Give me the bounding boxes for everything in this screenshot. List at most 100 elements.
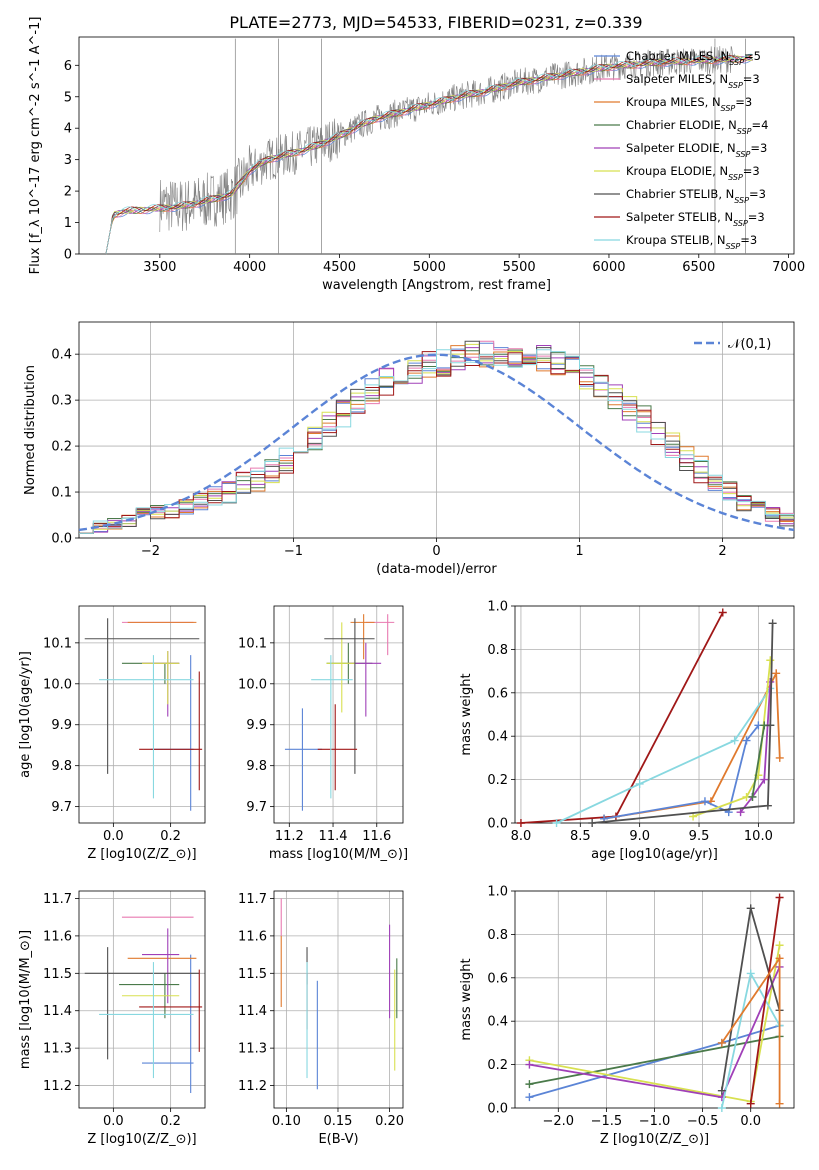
weight-marker-chabrier-miles bbox=[525, 1093, 534, 1102]
weight-marker-chabrier-stelib bbox=[746, 904, 755, 913]
x-tick-label: 7000 bbox=[772, 260, 805, 275]
weight-marker-salpeter-stelib bbox=[718, 608, 727, 617]
y-tick-label: 0.2 bbox=[487, 773, 508, 788]
legend-label: Kroupa ELODIE, NSSP=3 bbox=[626, 164, 760, 182]
y-tick-label: 0.2 bbox=[487, 1058, 508, 1073]
plot-frame bbox=[273, 605, 404, 824]
y-tick-label: 0.8 bbox=[487, 643, 508, 658]
y-tick-label: 6 bbox=[64, 59, 72, 74]
model-line-salpeter-elodie bbox=[105, 55, 753, 255]
y-tick-label: 9.8 bbox=[246, 759, 267, 774]
y-tick-label: 11.7 bbox=[43, 892, 72, 907]
weight-marker-chabrier-stelib bbox=[588, 819, 597, 827]
legend-label: Kroupa MILES, NSSP=3 bbox=[626, 95, 752, 113]
y-tick-label: 11.6 bbox=[43, 929, 72, 944]
y-tick-label: 11.3 bbox=[238, 1042, 267, 1057]
y-tick-label: 0.4 bbox=[51, 348, 72, 363]
weight-marker-salpeter-stelib bbox=[746, 1099, 755, 1108]
y-tick-label: 11.6 bbox=[238, 929, 267, 944]
x-tick-label: 5000 bbox=[413, 260, 446, 275]
data-spectrum-line bbox=[159, 46, 735, 233]
y-tick-label: 10.0 bbox=[43, 677, 72, 692]
legend-label: Chabrier STELIB, NSSP=3 bbox=[626, 187, 766, 205]
plot-frame bbox=[78, 321, 795, 539]
y-tick-label: 5 bbox=[64, 90, 72, 105]
x-tick-label: 11.6 bbox=[362, 829, 391, 844]
x-axis-label: mass [log10(M/M_⊙)] bbox=[269, 847, 408, 862]
y-tick-label: 11.7 bbox=[238, 892, 267, 907]
weight-marker-kroupa-elodie bbox=[766, 656, 775, 665]
x-axis-label: Z [log10(Z/Z_⊙)] bbox=[600, 1132, 709, 1147]
x-tick-label: −2 bbox=[141, 544, 160, 559]
x-axis-label: Z [log10(Z/Z_⊙)] bbox=[87, 1132, 196, 1147]
y-tick-label: 9.8 bbox=[51, 759, 72, 774]
x-tick-label: 10.0 bbox=[744, 829, 773, 844]
x-tick-label: 0.10 bbox=[272, 1114, 301, 1129]
x-tick-label: 6500 bbox=[682, 260, 715, 275]
x-tick-label: −1 bbox=[284, 544, 303, 559]
x-tick-label: 9.0 bbox=[629, 829, 650, 844]
model-line-kroupa-miles bbox=[105, 56, 753, 255]
x-tick-label: 8.0 bbox=[511, 829, 532, 844]
y-tick-label: 1 bbox=[64, 216, 72, 231]
weight-marker-kroupa-stelib bbox=[635, 779, 644, 788]
y-tick-label: 10.1 bbox=[43, 636, 72, 651]
x-tick-label: −0.5 bbox=[687, 1114, 719, 1129]
plot-frame bbox=[78, 605, 206, 824]
y-tick-label: 2 bbox=[64, 185, 72, 200]
y-tick-label: 11.4 bbox=[238, 1004, 267, 1019]
y-tick-label: 9.7 bbox=[51, 800, 72, 815]
weight-marker-kroupa-stelib bbox=[730, 736, 739, 745]
x-tick-label: 0.0 bbox=[103, 829, 124, 844]
weight-marker-kroupa-stelib bbox=[746, 969, 755, 978]
model-line-chabrier-miles bbox=[105, 58, 753, 255]
x-tick-label: 0.2 bbox=[160, 829, 181, 844]
model-line-salpeter-miles bbox=[105, 57, 753, 255]
weight-marker-salpeter-elodie bbox=[760, 775, 769, 784]
y-tick-label: 0.8 bbox=[487, 928, 508, 943]
y-tick-label: 10.0 bbox=[238, 677, 267, 692]
weight-line-salpeter-elodie bbox=[739, 681, 772, 813]
plot-frame bbox=[514, 605, 795, 824]
legend-label: Kroupa STELIB, NSSP=3 bbox=[626, 233, 757, 251]
weight-line-chabrier-stelib bbox=[592, 623, 774, 824]
weight-marker-kroupa-miles bbox=[717, 1038, 726, 1047]
x-tick-label: 5500 bbox=[503, 260, 536, 275]
y-tick-label: 11.5 bbox=[43, 967, 72, 982]
x-tick-label: −1.5 bbox=[591, 1114, 623, 1129]
x-tick-label: −2.0 bbox=[543, 1114, 575, 1129]
x-axis-label: wavelength [Angstrom, rest frame] bbox=[322, 278, 551, 293]
weight-marker-chabrier-stelib bbox=[766, 721, 775, 730]
plot-frame bbox=[514, 890, 795, 1109]
x-tick-label: 1 bbox=[575, 544, 583, 559]
weight-line-chabrier-elodie bbox=[529, 1035, 780, 1085]
y-tick-label: 11.2 bbox=[43, 1079, 72, 1094]
y-tick-label: 0.3 bbox=[51, 394, 72, 409]
y-tick-label: 0.0 bbox=[487, 817, 508, 832]
y-tick-label: 0.0 bbox=[51, 532, 72, 547]
x-tick-label: 9.5 bbox=[689, 829, 710, 844]
legend-label: Salpeter MILES, NSSP=3 bbox=[626, 72, 760, 90]
weight-line-kroupa-stelib bbox=[556, 687, 772, 824]
weight-marker-kroupa-miles bbox=[775, 954, 784, 963]
y-tick-label: 0.6 bbox=[487, 971, 508, 986]
model-line-salpeter-stelib bbox=[105, 54, 753, 255]
weight-marker-kroupa-stelib bbox=[717, 1104, 726, 1112]
weight-marker-kroupa-elodie bbox=[775, 941, 784, 950]
y-tick-label: 11.3 bbox=[43, 1042, 72, 1057]
model-line-chabrier-elodie bbox=[105, 56, 753, 255]
x-tick-label: 0.15 bbox=[324, 1114, 353, 1129]
y-tick-label: 11.5 bbox=[238, 967, 267, 982]
y-tick-label: 9.7 bbox=[246, 800, 267, 815]
gaussian-curve bbox=[78, 353, 795, 532]
x-tick-label: 8.5 bbox=[570, 829, 591, 844]
y-tick-label: 0.4 bbox=[487, 1015, 508, 1030]
weight-marker-salpeter-elodie bbox=[525, 1060, 534, 1069]
x-axis-label: (data-model)/error bbox=[376, 562, 497, 577]
x-axis-label: Z [log10(Z/Z_⊙)] bbox=[87, 847, 196, 862]
legend-label: Salpeter ELODIE, NSSP=3 bbox=[626, 141, 767, 159]
x-tick-label: 11.4 bbox=[319, 829, 348, 844]
y-axis-label: Flux [f_λ 10^-17 erg cm^-2 s^-1 A^-1] bbox=[28, 17, 43, 275]
y-tick-label: 11.4 bbox=[43, 1004, 72, 1019]
weight-marker-chabrier-elodie bbox=[748, 792, 757, 801]
